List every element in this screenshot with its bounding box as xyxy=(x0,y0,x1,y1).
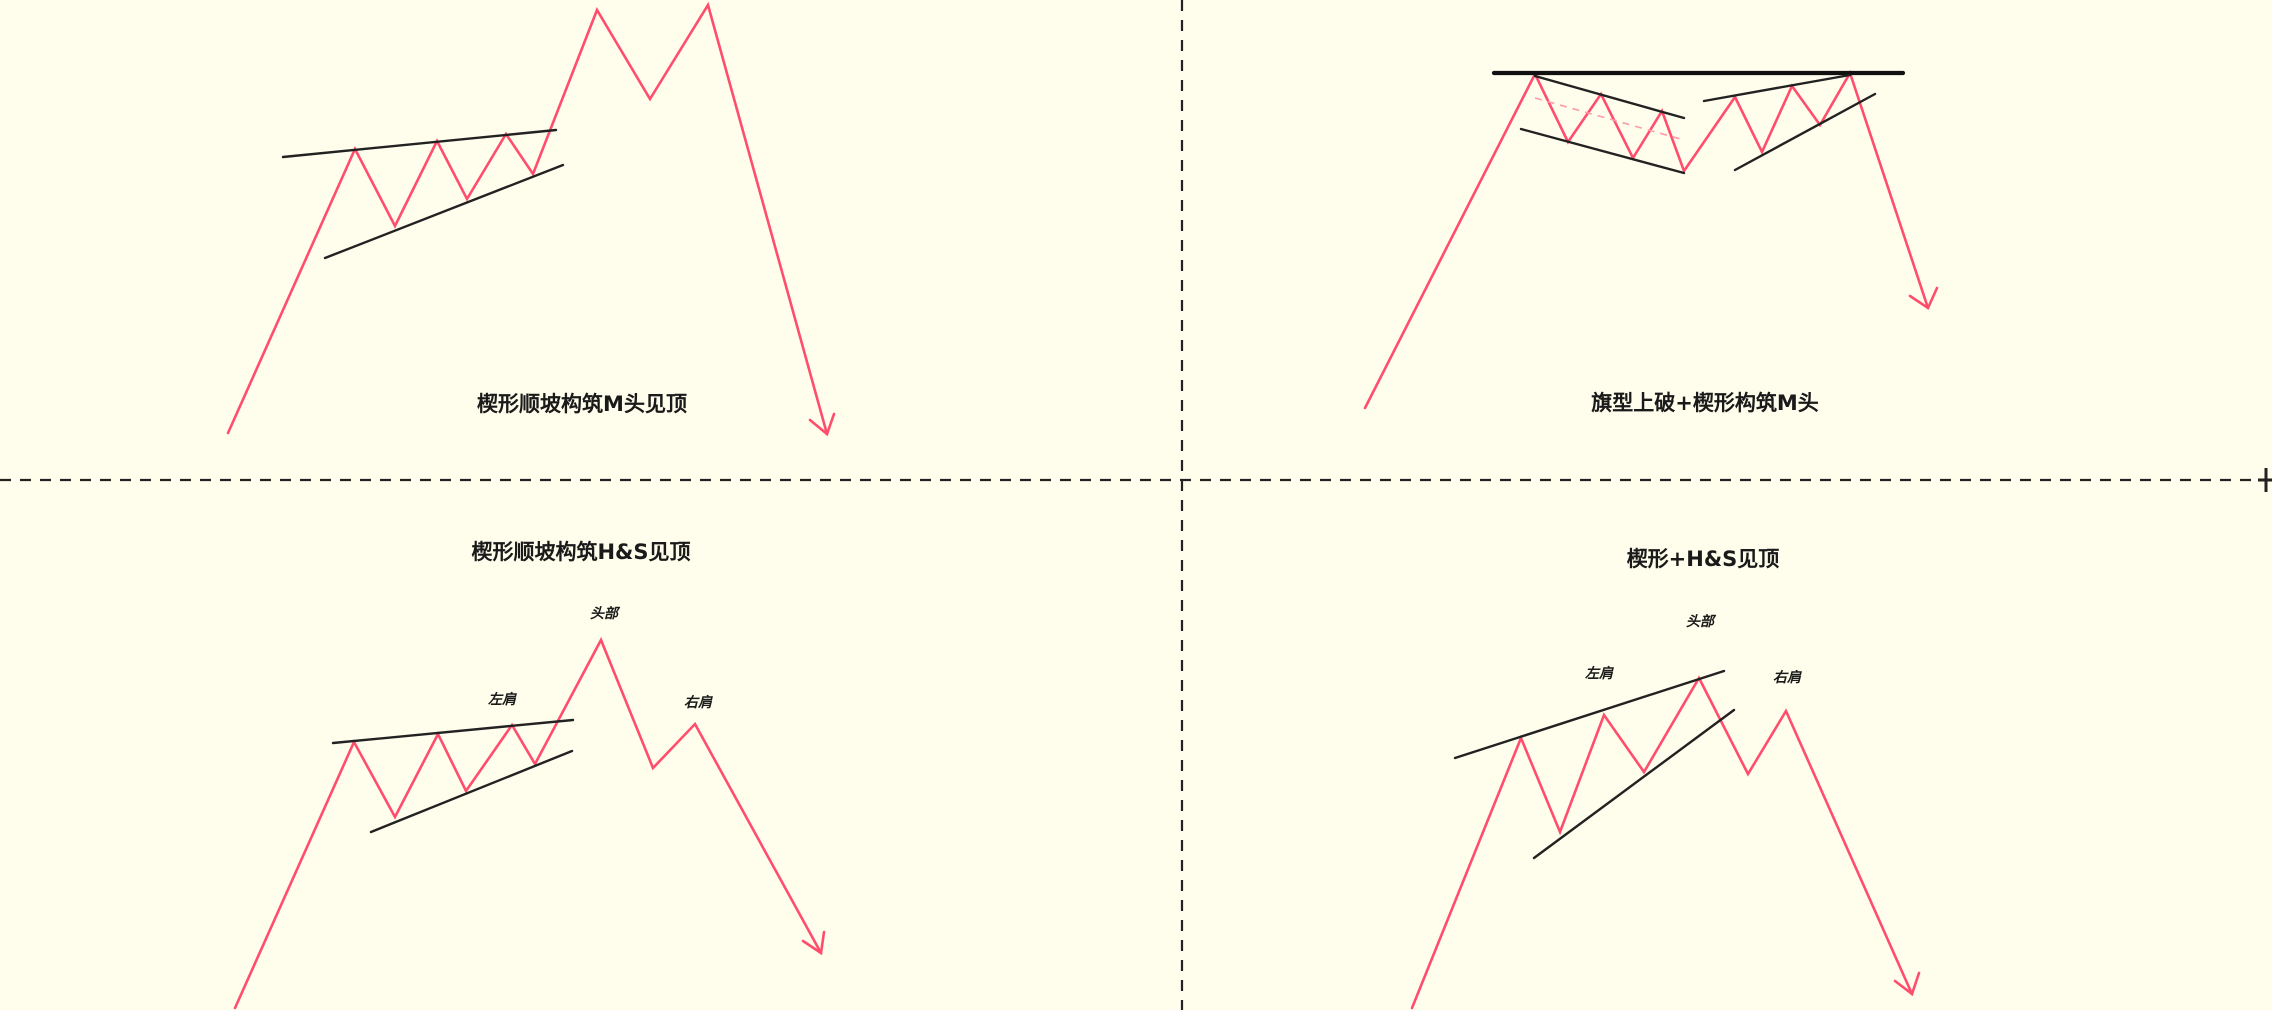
arrow-head-icon xyxy=(1908,286,1939,310)
wedge-upper-line xyxy=(1453,669,1726,760)
panel-wedge-hs: 楔形+H&S见顶 左肩 头部 右肩 xyxy=(1410,547,1921,1010)
wedge-upper-line xyxy=(281,128,558,159)
wedge-lower-line xyxy=(369,749,574,834)
panel-title: 楔形顺坡构筑H&S见顶 xyxy=(471,540,690,564)
panel-title: 楔形顺坡构筑M头见顶 xyxy=(477,392,687,416)
panel-title: 楔形+H&S见顶 xyxy=(1627,547,1780,571)
crosshair-icon[interactable] xyxy=(2258,468,2272,492)
right-shoulder-label: 右肩 xyxy=(684,694,713,711)
wedge-upper-line xyxy=(1702,73,1852,103)
panel-wedge-m-top: 楔形顺坡构筑M头见顶 xyxy=(226,1,836,437)
wedge-lower-line xyxy=(1733,92,1877,172)
price-line xyxy=(1410,675,1914,1010)
wedge-lower-line xyxy=(323,163,565,260)
flag-lower-line xyxy=(1519,127,1686,175)
flag-upper-line xyxy=(1533,74,1686,120)
right-shoulder-label: 右肩 xyxy=(1773,669,1802,686)
wedge-upper-line xyxy=(331,718,575,745)
arrow-head-icon xyxy=(1893,971,1921,997)
arrow-head-icon xyxy=(808,412,836,437)
left-shoulder-label: 左肩 xyxy=(488,691,517,708)
arrow-head-icon xyxy=(801,930,826,956)
price-line xyxy=(1363,69,1930,410)
price-line xyxy=(226,1,829,436)
head-label: 头部 xyxy=(1686,613,1717,630)
left-shoulder-label: 左肩 xyxy=(1585,665,1614,682)
panel-flag-wedge-m: 旗型上破+楔形构筑M头 xyxy=(1363,69,1939,415)
panel-wedge-hs-top: 楔形顺坡构筑H&S见顶 左肩 头部 右肩 xyxy=(233,540,826,1010)
panel-title: 旗型上破+楔形构筑M头 xyxy=(1591,391,1819,415)
price-line xyxy=(233,636,823,1010)
head-label: 头部 xyxy=(590,605,621,622)
wedge-lower-line xyxy=(1532,708,1736,860)
